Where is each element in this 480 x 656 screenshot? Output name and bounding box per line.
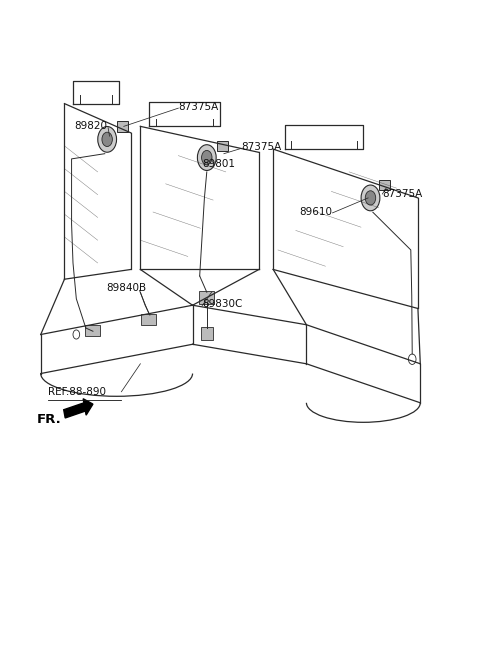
FancyArrow shape xyxy=(64,399,93,418)
FancyBboxPatch shape xyxy=(201,327,213,340)
Text: 89610: 89610 xyxy=(299,207,332,217)
Text: 89820: 89820 xyxy=(74,121,107,131)
FancyBboxPatch shape xyxy=(141,314,156,325)
Text: 89801: 89801 xyxy=(202,159,235,169)
FancyBboxPatch shape xyxy=(217,140,228,151)
Text: 87375A: 87375A xyxy=(241,142,281,152)
Text: 87375A: 87375A xyxy=(179,102,218,112)
Circle shape xyxy=(102,133,112,146)
FancyBboxPatch shape xyxy=(199,291,215,304)
Text: 89830C: 89830C xyxy=(202,299,242,309)
Text: 89840B: 89840B xyxy=(106,283,146,293)
Circle shape xyxy=(98,127,117,152)
Text: REF.88-890: REF.88-890 xyxy=(48,387,106,397)
FancyBboxPatch shape xyxy=(117,121,128,132)
Circle shape xyxy=(361,185,380,211)
Circle shape xyxy=(202,150,212,165)
Text: FR.: FR. xyxy=(37,413,62,426)
Text: 87375A: 87375A xyxy=(383,189,422,199)
FancyBboxPatch shape xyxy=(85,325,99,337)
Circle shape xyxy=(197,145,216,171)
Circle shape xyxy=(365,191,376,205)
FancyBboxPatch shape xyxy=(380,180,390,190)
